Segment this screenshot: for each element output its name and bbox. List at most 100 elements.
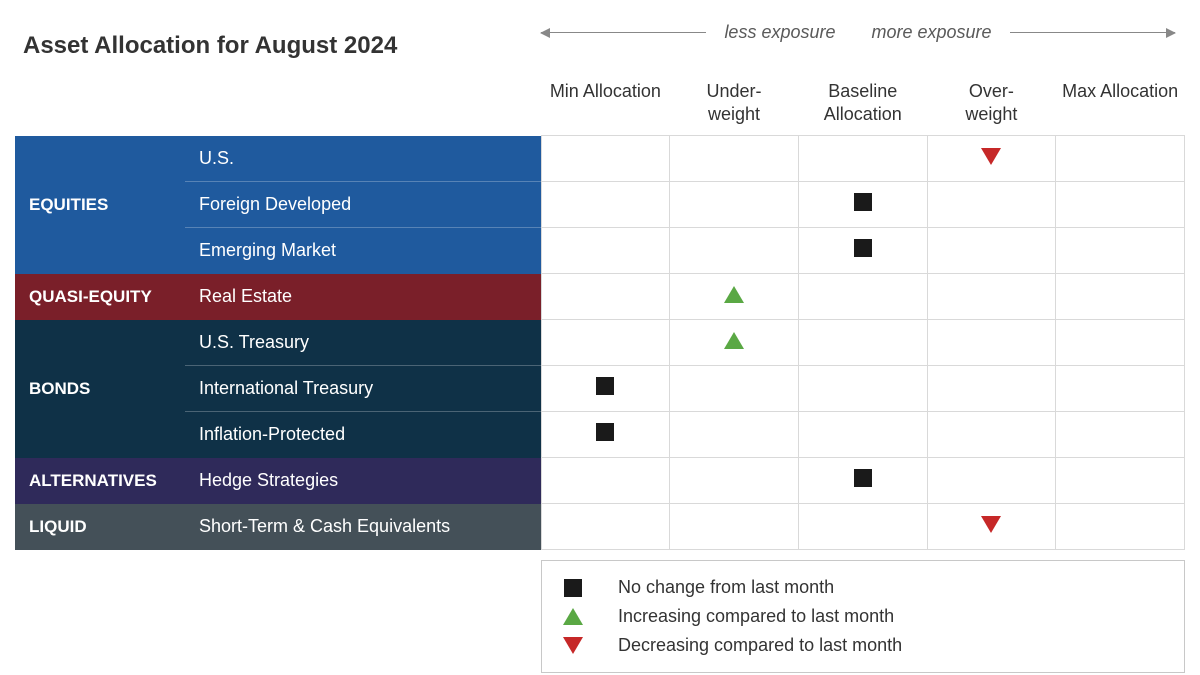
allocation-cell — [541, 274, 670, 320]
square-icon — [854, 193, 872, 211]
allocation-cell — [1056, 458, 1185, 504]
legend-label: No change from last month — [618, 577, 834, 598]
subcategory-cell: International Treasury — [185, 366, 541, 412]
allocation-cell — [927, 458, 1056, 504]
subcategory-cell: Emerging Market — [185, 228, 541, 274]
subcategory-cell: U.S. — [185, 136, 541, 182]
allocation-cell — [927, 412, 1056, 458]
col-under: Under-weight — [670, 74, 799, 136]
triangle-down-icon — [563, 637, 583, 654]
table-row: Foreign Developed — [15, 182, 1185, 228]
allocation-cell — [1056, 320, 1185, 366]
legend-decreasing: Decreasing compared to last month — [562, 631, 1164, 660]
subcategory-cell: Foreign Developed — [185, 182, 541, 228]
legend-increasing: Increasing compared to last month — [562, 602, 1164, 631]
allocation-cell — [798, 458, 927, 504]
allocation-cell — [541, 412, 670, 458]
square-icon — [854, 469, 872, 487]
allocation-cell — [927, 274, 1056, 320]
col-baseline: Baseline Allocation — [798, 74, 927, 136]
table-row: BONDSU.S. Treasury — [15, 320, 1185, 366]
square-icon — [854, 239, 872, 257]
allocation-cell — [541, 228, 670, 274]
subcategory-cell: Real Estate — [185, 274, 541, 320]
allocation-cell — [798, 274, 927, 320]
allocation-cell — [1056, 366, 1185, 412]
col-min: Min Allocation — [541, 74, 670, 136]
category-cell: ALTERNATIVES — [15, 458, 185, 504]
table-row: EQUITIESU.S. — [15, 136, 1185, 182]
header-row: Min Allocation Under-weight Baseline All… — [15, 74, 1185, 136]
square-icon — [596, 377, 614, 395]
triangle-down-icon — [981, 516, 1001, 533]
square-icon — [596, 423, 614, 441]
allocation-cell — [798, 412, 927, 458]
triangle-up-icon — [724, 332, 744, 349]
table-row: International Treasury — [15, 366, 1185, 412]
allocation-cell — [670, 228, 799, 274]
allocation-cell — [670, 182, 799, 228]
square-icon — [564, 579, 582, 597]
allocation-cell — [1056, 182, 1185, 228]
allocation-cell — [670, 412, 799, 458]
allocation-cell — [1056, 412, 1185, 458]
allocation-cell — [798, 504, 927, 550]
table-row: Emerging Market — [15, 228, 1185, 274]
subcategory-cell: U.S. Treasury — [185, 320, 541, 366]
triangle-down-icon — [981, 148, 1001, 165]
legend-label: Increasing compared to last month — [618, 606, 894, 627]
allocation-cell — [541, 458, 670, 504]
allocation-cell — [927, 136, 1056, 182]
allocation-cell — [1056, 274, 1185, 320]
allocation-cell — [670, 458, 799, 504]
allocation-cell — [670, 274, 799, 320]
table-row: ALTERNATIVESHedge Strategies — [15, 458, 1185, 504]
exposure-axis: less exposure more exposure — [541, 22, 1175, 43]
allocation-cell — [798, 136, 927, 182]
allocation-cell — [927, 366, 1056, 412]
col-max: Max Allocation — [1056, 74, 1185, 136]
allocation-cell — [927, 228, 1056, 274]
allocation-cell — [798, 182, 927, 228]
category-cell: LIQUID — [15, 504, 185, 550]
subcategory-cell: Hedge Strategies — [185, 458, 541, 504]
allocation-cell — [541, 182, 670, 228]
category-cell: EQUITIES — [15, 136, 185, 274]
col-over: Over-weight — [927, 74, 1056, 136]
triangle-up-icon — [724, 286, 744, 303]
subcategory-cell: Short-Term & Cash Equivalents — [185, 504, 541, 550]
arrow-right-icon — [1010, 32, 1175, 33]
allocation-cell — [670, 366, 799, 412]
allocation-cell — [541, 366, 670, 412]
less-exposure-label: less exposure — [706, 22, 853, 43]
category-cell: BONDS — [15, 320, 185, 458]
allocation-cell — [1056, 504, 1185, 550]
allocation-cell — [670, 320, 799, 366]
allocation-cell — [798, 366, 927, 412]
allocation-cell — [541, 320, 670, 366]
allocation-cell — [541, 504, 670, 550]
allocation-chart: less exposure more exposure Asset Alloca… — [15, 20, 1185, 673]
allocation-cell — [798, 228, 927, 274]
allocation-cell — [927, 320, 1056, 366]
legend-no-change: No change from last month — [562, 573, 1164, 602]
table-row: Inflation-Protected — [15, 412, 1185, 458]
arrow-left-icon — [541, 32, 706, 33]
table-row: LIQUIDShort-Term & Cash Equivalents — [15, 504, 1185, 550]
legend: No change from last month Increasing com… — [541, 560, 1185, 673]
category-cell: QUASI-EQUITY — [15, 274, 185, 320]
allocation-cell — [670, 136, 799, 182]
allocation-table: Min Allocation Under-weight Baseline All… — [15, 74, 1185, 550]
allocation-cell — [670, 504, 799, 550]
allocation-cell — [541, 136, 670, 182]
allocation-cell — [1056, 136, 1185, 182]
triangle-up-icon — [563, 608, 583, 625]
allocation-cell — [798, 320, 927, 366]
subcategory-cell: Inflation-Protected — [185, 412, 541, 458]
allocation-cell — [927, 504, 1056, 550]
legend-label: Decreasing compared to last month — [618, 635, 902, 656]
more-exposure-label: more exposure — [854, 22, 1010, 43]
allocation-cell — [927, 182, 1056, 228]
allocation-cell — [1056, 228, 1185, 274]
table-row: QUASI-EQUITYReal Estate — [15, 274, 1185, 320]
